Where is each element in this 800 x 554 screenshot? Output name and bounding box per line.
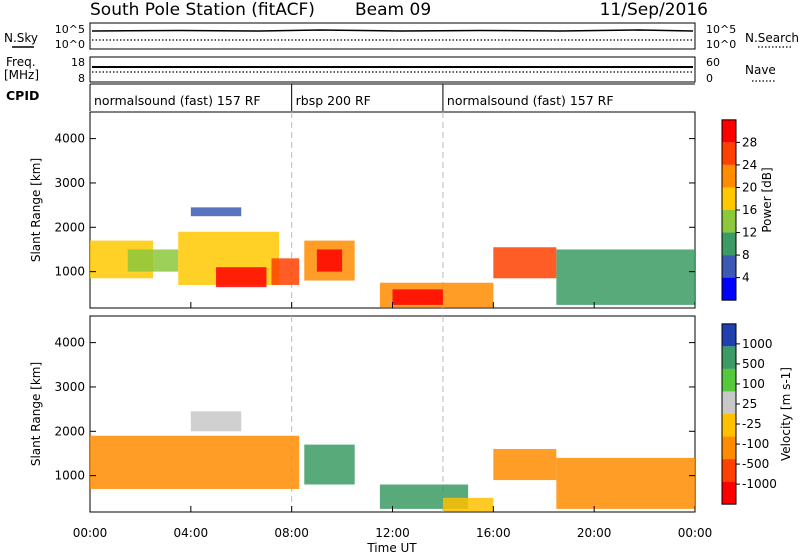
- velocity-ylabel: Slant Range [km]: [29, 362, 43, 466]
- power-echo-region-7: [316, 249, 343, 272]
- freq-panel-frame: [89, 56, 696, 83]
- nsky-trace: [91, 29, 694, 32]
- beam-label: Beam 09: [355, 0, 431, 20]
- velocity-colorbar-tick-label-1: 500: [742, 357, 765, 371]
- x-tick-label-2: 08:00: [274, 526, 309, 540]
- cpid-segment-label-1: rbsp 200 RF: [296, 93, 371, 108]
- velocity-colorbar-swatch-5: [722, 436, 736, 460]
- velocity-colorbar-swatch-6: [722, 459, 736, 482]
- cpid-label: CPID: [6, 88, 39, 103]
- power-heatmap: [90, 112, 695, 308]
- power-ytick-label-3: 4000: [54, 132, 85, 146]
- velocity-colorbar-tick-label-3: 25: [742, 397, 757, 411]
- power-colorbar-swatch-5: [722, 232, 736, 256]
- velocity-colorbar: 1000 500 100 25 -25 -100 -500 -1000: [721, 323, 777, 505]
- velocity-colorbar-swatch-4: [722, 414, 736, 437]
- noise-left-tick-low: 10^0: [55, 38, 85, 51]
- nsky-label: N.Sky: [4, 31, 38, 45]
- power-colorbar-tick-label-1: 24: [742, 158, 757, 172]
- power-y-axis: 1000 2000 3000 4000: [54, 132, 695, 279]
- velocity-colorbar-tick-label-5: -100: [742, 437, 769, 451]
- power-echo-region-5: [271, 258, 300, 285]
- power-colorbar-swatch-0: [722, 119, 736, 143]
- power-colorbar-tick-label-4: 12: [742, 226, 757, 240]
- cpid-segments: normalsound (fast) 157 RF rbsp 200 RF norm…: [89, 84, 614, 111]
- velocity-echo-region-5: [493, 449, 557, 481]
- velocity-colorbar-tick-label-6: -500: [742, 457, 769, 471]
- date-label: 11/Sep/2016: [600, 0, 708, 20]
- cpid-segment-label-2: normalsound (fast) 157 RF: [447, 93, 614, 108]
- power-echo-region-9: [392, 289, 443, 305]
- power-colorbar-tick-label-6: 4: [742, 271, 750, 285]
- velocity-colorbar-frame: [721, 323, 737, 505]
- power-colorbar-tick-label-3: 16: [742, 203, 757, 217]
- velocity-colorbar-tick-label-0: 1000: [742, 337, 773, 351]
- power-ytick-label-2: 3000: [54, 176, 85, 190]
- power-echo-region-1: [127, 249, 179, 272]
- power-colorbar-tick-label-0: 28: [742, 135, 757, 149]
- freq-label-line2: [MHz]: [4, 68, 39, 82]
- x-tick-label-4: 16:00: [476, 526, 511, 540]
- power-ytick-label-0: 1000: [54, 265, 85, 279]
- noise-left-tick-high: 10^5: [55, 23, 85, 36]
- nave-label: Nave: [745, 63, 776, 77]
- freq-left-tick-high: 18: [71, 56, 85, 69]
- velocity-ytick-label-0: 1000: [54, 469, 85, 483]
- velocity-echo-region-4: [442, 497, 494, 512]
- x-tick-label-6: 00:00: [678, 526, 713, 540]
- velocity-colorbar-tick-label-2: 100: [742, 377, 765, 391]
- x-tick-label-1: 04:00: [174, 526, 209, 540]
- power-echo-region-10: [493, 247, 557, 279]
- noise-right-tick-low: 10^0: [706, 38, 736, 51]
- power-colorbar-swatch-7: [722, 277, 736, 301]
- station-title: South Pole Station (fitACF): [90, 0, 315, 20]
- noise-panel-frame: [89, 22, 696, 50]
- cpid-segment-label-0: normalsound (fast) 157 RF: [94, 93, 261, 108]
- power-colorbar-swatch-2: [722, 164, 736, 188]
- velocity-colorbar-swatch-3: [722, 391, 736, 414]
- freq-right-tick-high: 60: [706, 56, 720, 69]
- velocity-colorbar-swatch-7: [722, 481, 736, 505]
- freq-right-tick-low: 0: [706, 72, 713, 85]
- velocity-ytick-label-2: 3000: [54, 380, 85, 394]
- x-axis-label: Time UT: [366, 541, 417, 554]
- velocity-ytick-label-3: 4000: [54, 336, 85, 350]
- velocity-echo-region-2: [304, 444, 355, 485]
- x-tick-label-3: 12:00: [375, 526, 410, 540]
- velocity-ytick-label-1: 2000: [54, 424, 85, 438]
- velocity-colorbar-tick-label-4: -25: [742, 417, 762, 431]
- velocity-echo-region-1: [190, 411, 242, 432]
- velocity-echo-region-0: [90, 435, 300, 489]
- freq-label-line1: Freq.: [6, 55, 36, 69]
- power-colorbar-label: Power [dB]: [760, 167, 774, 232]
- power-colorbar-swatch-3: [722, 187, 736, 210]
- power-colorbar-swatch-4: [722, 210, 736, 233]
- x-tick-label-0: 00:00: [73, 526, 108, 540]
- velocity-colorbar-tick-label-7: -1000: [742, 477, 777, 491]
- noise-right-tick-high: 10^5: [706, 23, 736, 36]
- power-colorbar-tick-label-5: 8: [742, 248, 750, 262]
- freq-left-tick-low: 8: [78, 72, 85, 85]
- power-ylabel: Slant Range [km]: [29, 158, 43, 262]
- power-colorbar-tick-label-2: 20: [742, 180, 757, 194]
- velocity-colorbar-swatch-2: [722, 368, 736, 392]
- power-echo-region-4: [190, 207, 242, 217]
- power-colorbar-swatch-1: [722, 142, 736, 165]
- nsearch-label: N.Search: [745, 31, 799, 45]
- power-echo-region-11: [556, 249, 695, 305]
- velocity-colorbar-label: Velocity [m s-1]: [779, 367, 793, 461]
- power-ytick-label-1: 2000: [54, 220, 85, 234]
- velocity-y-axis: 1000 2000 3000 4000: [54, 336, 695, 483]
- velocity-echo-region-6: [556, 457, 695, 509]
- power-echo-region-3: [216, 267, 267, 288]
- velocity-colorbar-swatch-1: [722, 346, 736, 369]
- x-tick-label-5: 20:00: [577, 526, 612, 540]
- power-colorbar-swatch-6: [722, 255, 736, 278]
- time-x-axis: 00:00 04:00 08:00 12:00 16:00 20:00 00:00: [73, 302, 713, 540]
- power-colorbar: 28 24 20 16 12 8 4: [721, 119, 757, 301]
- velocity-heatmap: [90, 316, 695, 512]
- velocity-colorbar-swatch-0: [722, 323, 736, 347]
